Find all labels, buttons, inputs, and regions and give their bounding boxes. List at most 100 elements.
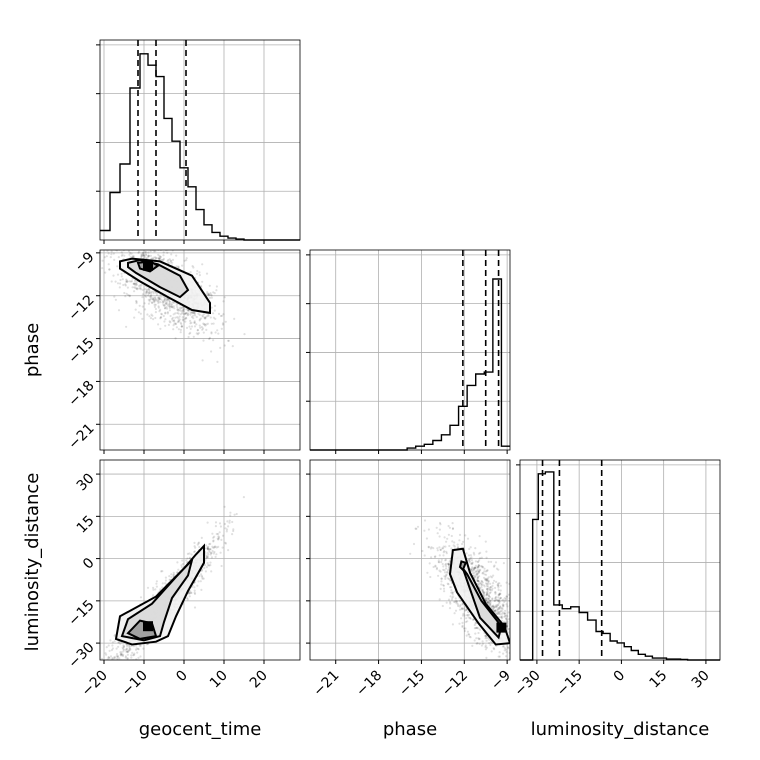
scatter-point: [170, 302, 173, 305]
scatter-point: [505, 665, 507, 667]
scatter-point: [513, 665, 515, 667]
scatter-point: [133, 316, 136, 319]
scatter-point: [132, 645, 135, 648]
scatter-point: [112, 661, 114, 663]
scatter-point: [208, 564, 211, 567]
scatter-point: [125, 663, 127, 665]
scatter-point: [485, 582, 488, 585]
scatter-point: [208, 548, 211, 551]
panel-frame: [99, 459, 301, 661]
scatter-point: [180, 325, 184, 328]
scatter-point: [503, 612, 506, 615]
scatter-point: [132, 254, 135, 257]
scatter-point: [195, 272, 199, 275]
scatter-point: [121, 653, 124, 656]
scatter-point: [501, 645, 505, 648]
scatter-point: [193, 591, 196, 594]
scatter-point: [506, 615, 509, 618]
scatter-point: [131, 286, 134, 289]
scatter-point: [123, 291, 126, 295]
scatter-point: [160, 570, 163, 573]
scatter-point: [486, 569, 489, 573]
contour-line: [458, 560, 468, 572]
scatter-point: [149, 295, 152, 298]
scatter-point: [449, 595, 452, 598]
scatter-point: [473, 623, 476, 627]
scatter-point: [493, 609, 497, 612]
scatter-point: [436, 549, 439, 552]
scatter-point: [477, 564, 480, 567]
scatter-point: [189, 556, 192, 559]
scatter-point: [497, 599, 500, 602]
scatter-point: [206, 562, 209, 565]
scatter-point: [443, 590, 446, 593]
scatter-point: [146, 586, 150, 589]
density-peak: [496, 622, 507, 633]
scatter-point: [472, 567, 475, 570]
scatter-point: [471, 570, 474, 573]
scatter-point: [125, 325, 128, 328]
scatter-point: [139, 655, 142, 658]
scatter-point: [435, 566, 439, 570]
scatter-point: [444, 577, 447, 581]
scatter-point: [129, 647, 132, 650]
scatter-point: [216, 329, 219, 332]
scatter-point: [219, 346, 222, 349]
scatter-point: [486, 579, 489, 582]
tick-label-x: 0: [611, 668, 629, 686]
scatter-point: [505, 595, 508, 598]
scatter-point: [136, 651, 139, 654]
scatter-point: [188, 325, 191, 328]
scatter-point: [154, 297, 157, 300]
scatter-point: [499, 606, 502, 609]
scatter-point: [145, 289, 148, 292]
scatter-point: [487, 597, 490, 600]
scatter-point: [521, 601, 523, 603]
scatter-point: [233, 317, 236, 320]
scatter-point: [488, 587, 491, 590]
scatter-point: [166, 299, 169, 302]
scatter-point: [429, 547, 432, 550]
scatter-point: [126, 657, 129, 660]
scatter-point: [144, 251, 147, 254]
scatter-point: [501, 608, 504, 611]
scatter-point: [448, 601, 452, 604]
scatter-point: [148, 291, 151, 295]
scatter-point: [177, 312, 180, 315]
scatter-point: [478, 642, 481, 646]
scatter-point: [166, 304, 169, 307]
scatter-point: [141, 296, 144, 299]
scatter-point: [490, 606, 493, 609]
scatter-point: [198, 319, 201, 322]
scatter-point: [458, 605, 461, 608]
scatter-point: [133, 283, 136, 286]
scatter-point: [162, 254, 165, 257]
scatter-point: [209, 316, 212, 319]
scatter-point: [139, 312, 142, 315]
scatter-points: [92, 496, 245, 699]
scatter-point: [201, 314, 204, 317]
scatter-point: [160, 313, 164, 316]
scatter-point: [116, 662, 118, 664]
scatter-point: [92, 697, 94, 699]
scatter-point: [477, 579, 480, 583]
scatter-point: [510, 668, 512, 670]
scatter-point: [530, 650, 532, 652]
scatter-point: [164, 311, 167, 314]
scatter-point: [206, 547, 209, 550]
scatter-point: [181, 562, 184, 566]
scatter-point: [193, 325, 197, 328]
scatter-point: [219, 314, 222, 318]
scatter-point: [180, 564, 183, 567]
tick-label-y: −21: [65, 421, 97, 453]
scatter-point: [128, 646, 131, 650]
scatter-point: [185, 257, 188, 260]
scatter-point: [489, 602, 492, 605]
scatter-point: [516, 655, 518, 657]
scatter-point: [227, 339, 230, 342]
scatter-point: [478, 557, 482, 560]
scatter-point: [113, 640, 116, 643]
scatter-point: [180, 566, 183, 569]
scatter-point: [507, 618, 510, 621]
scatter-point: [149, 250, 152, 253]
